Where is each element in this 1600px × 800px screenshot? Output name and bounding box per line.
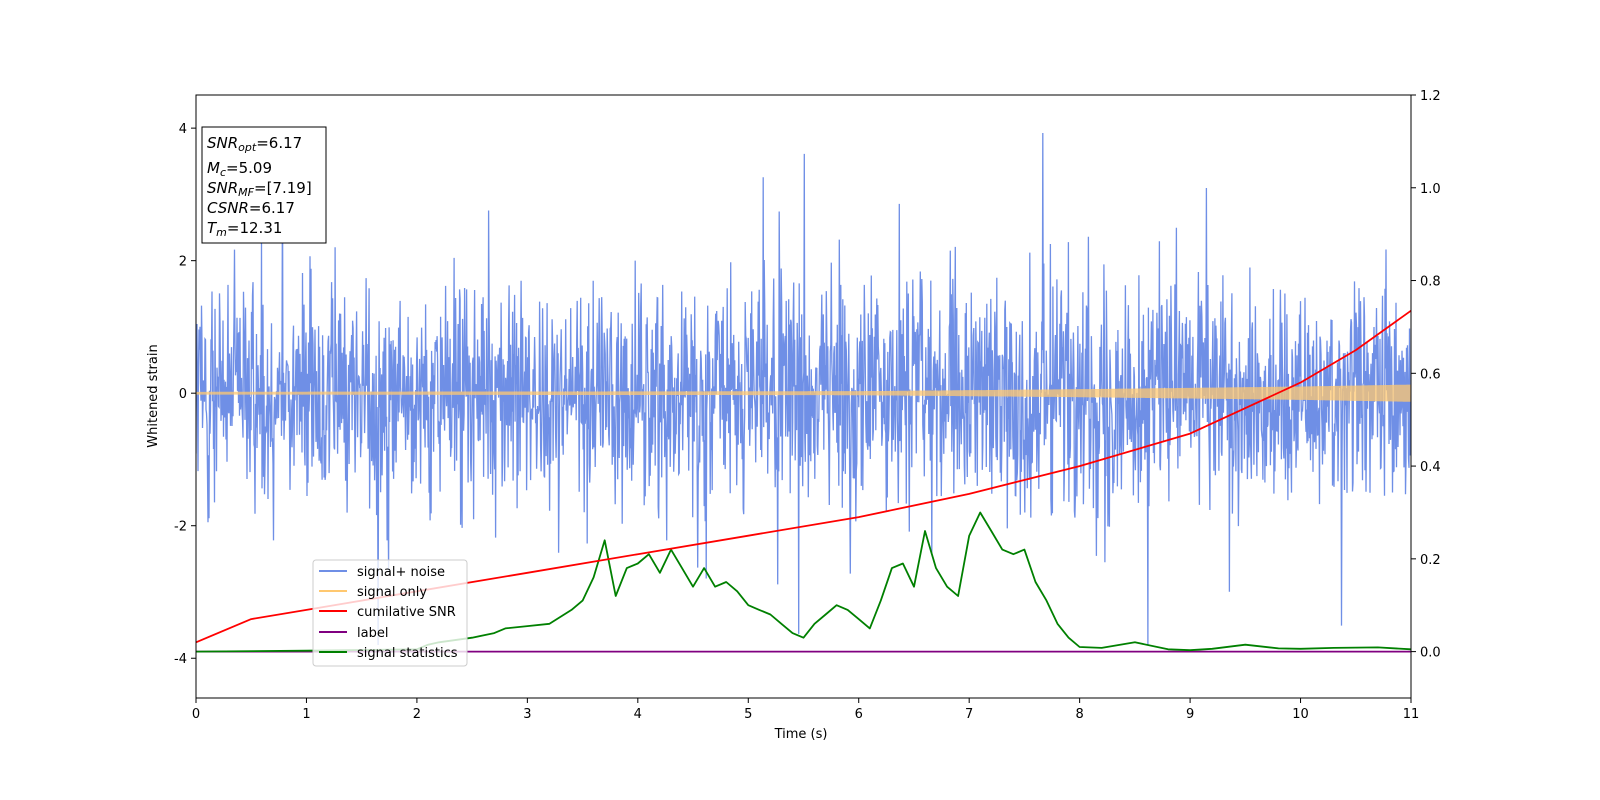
x-tick-label: 1 bbox=[302, 707, 310, 722]
y-tick-label: 4 bbox=[179, 122, 187, 137]
info-mc: Mc=5.09 bbox=[207, 159, 272, 179]
y-axis-right: 0.0 0.2 0.4 0.6 0.8 1.0 1.2 bbox=[1411, 89, 1441, 661]
x-tick-label: 7 bbox=[965, 707, 973, 722]
y-tick-label: -4 bbox=[174, 652, 187, 667]
y-tick-label: 0 bbox=[179, 387, 187, 402]
plot-frame bbox=[195, 94, 1412, 699]
y-tick-label: 2 bbox=[179, 255, 187, 270]
line-signal-statistics bbox=[196, 511, 1411, 653]
line-signal-noise bbox=[196, 132, 1411, 646]
legend-label-signal-statistics: signal statistics bbox=[357, 646, 458, 661]
legend-label-signal-noise: signal+ noise bbox=[357, 565, 445, 580]
y2-tick-label: 0.0 bbox=[1420, 646, 1441, 661]
y2-tick-label: 1.0 bbox=[1420, 182, 1441, 197]
line-signal-only bbox=[196, 384, 1411, 402]
x-tick-label: 4 bbox=[634, 707, 642, 722]
y2-tick-label: 0.4 bbox=[1420, 460, 1441, 475]
y-axis-label: Whitened strain bbox=[146, 344, 161, 447]
x-tick-label: 3 bbox=[523, 707, 531, 722]
x-tick-label: 9 bbox=[1186, 707, 1194, 722]
x-tick-label: 6 bbox=[855, 707, 863, 722]
legend-label-label: label bbox=[357, 626, 388, 641]
x-axis: 0 1 2 3 4 5 6 7 8 9 10 11 bbox=[192, 698, 1419, 722]
x-axis-label: Time (s) bbox=[774, 727, 828, 742]
y-axis-left: -4 -2 0 2 4 bbox=[174, 122, 196, 667]
x-tick-label: 0 bbox=[192, 707, 200, 722]
x-tick-label: 2 bbox=[413, 707, 421, 722]
legend-label-cumulative-snr: cumilative SNR bbox=[357, 605, 456, 620]
y2-tick-label: 0.6 bbox=[1420, 367, 1441, 382]
info-snr-mf: SNRMF=[7.19] bbox=[207, 179, 312, 199]
y-tick-label: -2 bbox=[174, 520, 187, 535]
info-snr-opt: SNRopt=6.17 bbox=[207, 134, 302, 154]
y2-tick-label: 0.8 bbox=[1420, 275, 1441, 290]
info-box: SNRopt=6.17 Mc=5.09 SNRMF=[7.19] CSNR=6.… bbox=[201, 126, 327, 244]
info-csnr: CSNR=6.17 bbox=[207, 199, 295, 217]
info-tm: Tm=12.31 bbox=[207, 219, 282, 239]
x-tick-label: 11 bbox=[1403, 707, 1420, 722]
y2-tick-label: 0.2 bbox=[1420, 553, 1441, 568]
legend: signal+ noise signal only cumilative SNR… bbox=[312, 559, 468, 667]
series-signal-noise bbox=[196, 132, 1411, 646]
series-signal-only bbox=[196, 384, 1411, 402]
y2-tick-label: 1.2 bbox=[1420, 89, 1441, 104]
x-tick-label: 8 bbox=[1075, 707, 1083, 722]
legend-label-signal-only: signal only bbox=[357, 585, 427, 600]
x-tick-label: 5 bbox=[744, 707, 752, 722]
x-tick-label: 10 bbox=[1292, 707, 1309, 722]
